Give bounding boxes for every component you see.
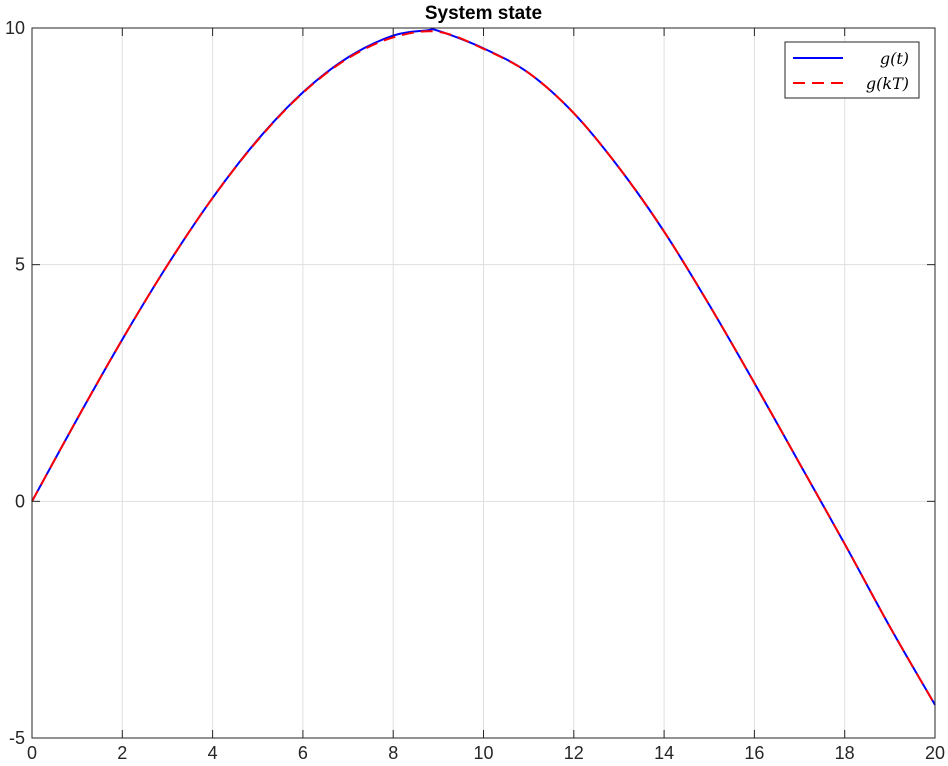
x-tick-label: 6 bbox=[298, 743, 308, 763]
y-tick-label: -5 bbox=[9, 728, 25, 748]
x-tick-label: 12 bbox=[564, 743, 584, 763]
x-tick-label: 18 bbox=[835, 743, 855, 763]
series-layer bbox=[31, 28, 936, 706]
y-tick-label: 5 bbox=[15, 255, 25, 275]
legend: g(t) g(kT) bbox=[784, 41, 920, 99]
x-tick-label: 2 bbox=[117, 743, 127, 763]
x-tick-label: 16 bbox=[744, 743, 764, 763]
grid-lines bbox=[32, 28, 935, 738]
x-tick-label: 10 bbox=[473, 743, 493, 763]
x-tick-label: 20 bbox=[925, 743, 945, 763]
y-tick-label: 0 bbox=[15, 491, 25, 511]
legend-label-2: g(kT) bbox=[866, 74, 909, 93]
y-tick-label: 10 bbox=[5, 18, 25, 38]
x-tick-label: 8 bbox=[388, 743, 398, 763]
x-tick-label: 0 bbox=[27, 743, 37, 763]
x-tick-label: 4 bbox=[208, 743, 218, 763]
legend-label-1: g(t) bbox=[880, 49, 909, 68]
x-tick-label: 14 bbox=[654, 743, 674, 763]
series-line-2 bbox=[31, 30, 936, 706]
legend-box bbox=[784, 41, 920, 99]
chart-title: System state bbox=[425, 3, 542, 24]
